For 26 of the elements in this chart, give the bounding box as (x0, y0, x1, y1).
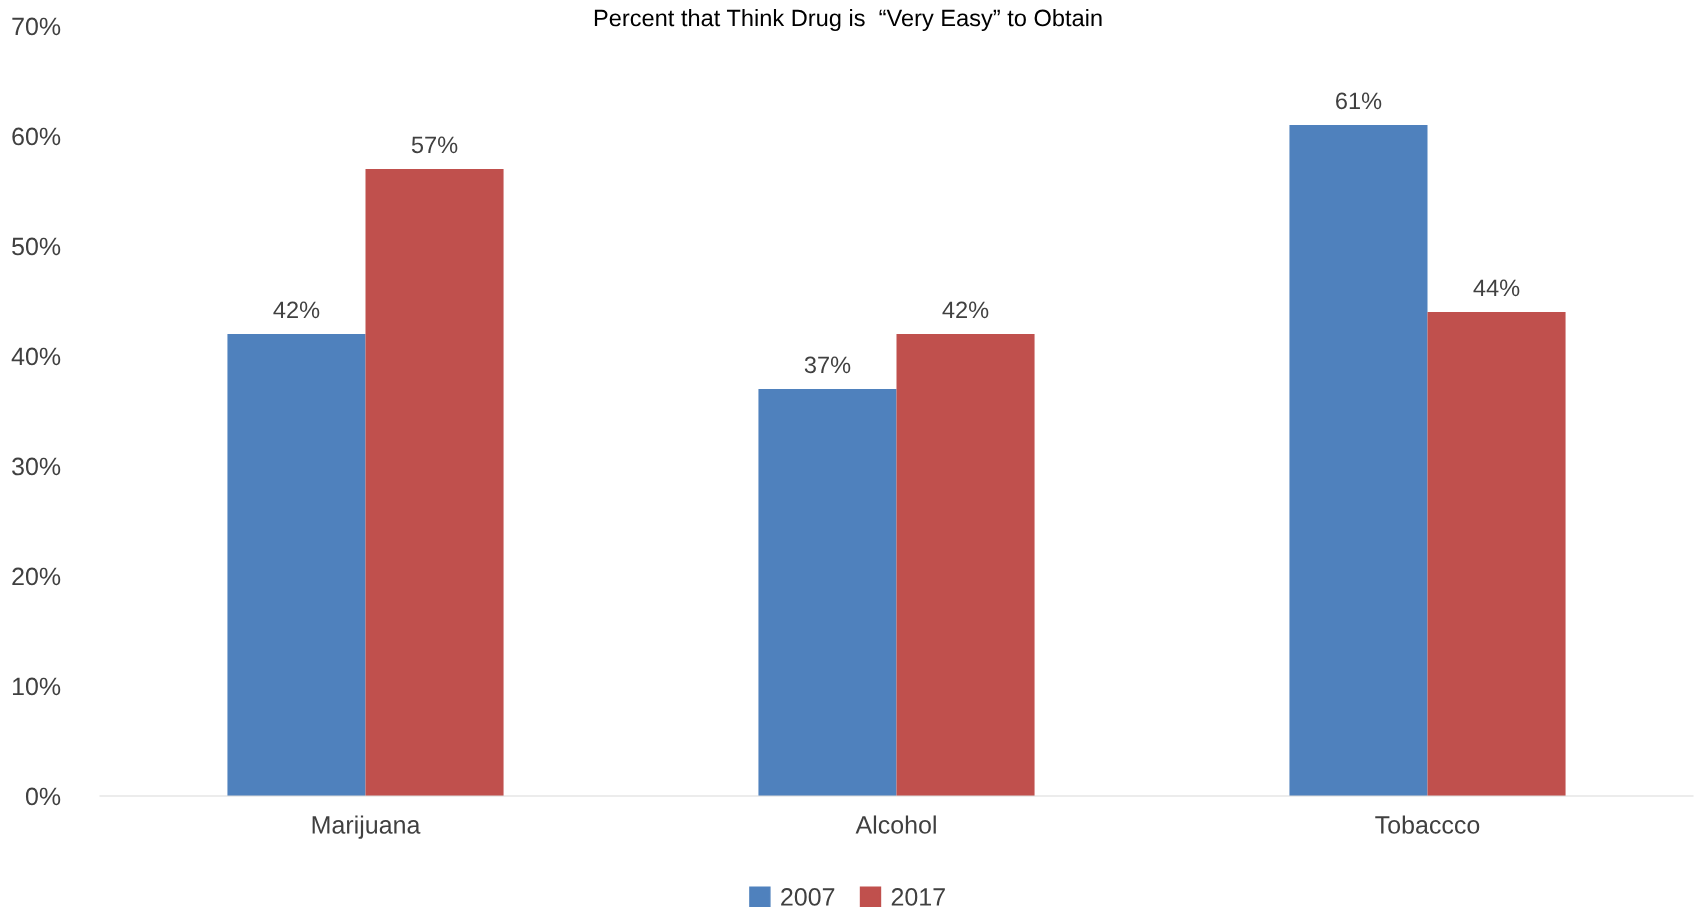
y-tick-label: 70% (12, 17, 61, 36)
bar (896, 334, 1035, 796)
data-label: 37% (804, 356, 851, 374)
data-label: 44% (1473, 279, 1520, 297)
data-label: 42% (942, 301, 989, 319)
x-tick-label: Tobaccco (1375, 815, 1480, 834)
bar (365, 169, 504, 796)
y-tick-label: 0% (25, 787, 61, 806)
data-label: 61% (1336, 92, 1382, 110)
data-label: 57% (411, 136, 458, 154)
y-tick-label: 50% (12, 237, 61, 256)
x-tick-label: Alcohol (855, 815, 936, 834)
chart-title: Percent that Think Drug is “Very Easy” to Obtain (594, 9, 1102, 31)
data-label: 42% (273, 301, 320, 319)
y-tick-label: 60% (12, 127, 61, 146)
bar (758, 389, 897, 796)
y-tick-label: 30% (12, 457, 61, 476)
bar (1427, 312, 1566, 796)
bar (227, 334, 366, 796)
y-tick-label: 10% (12, 677, 61, 696)
legend-label: 2017 (891, 888, 945, 906)
legend-label: 2007 (781, 888, 835, 906)
y-tick-label: 40% (11, 347, 61, 366)
y-tick-label: 20% (12, 567, 61, 586)
x-tick-label: Marijuana (312, 815, 421, 839)
bar (1289, 125, 1428, 796)
